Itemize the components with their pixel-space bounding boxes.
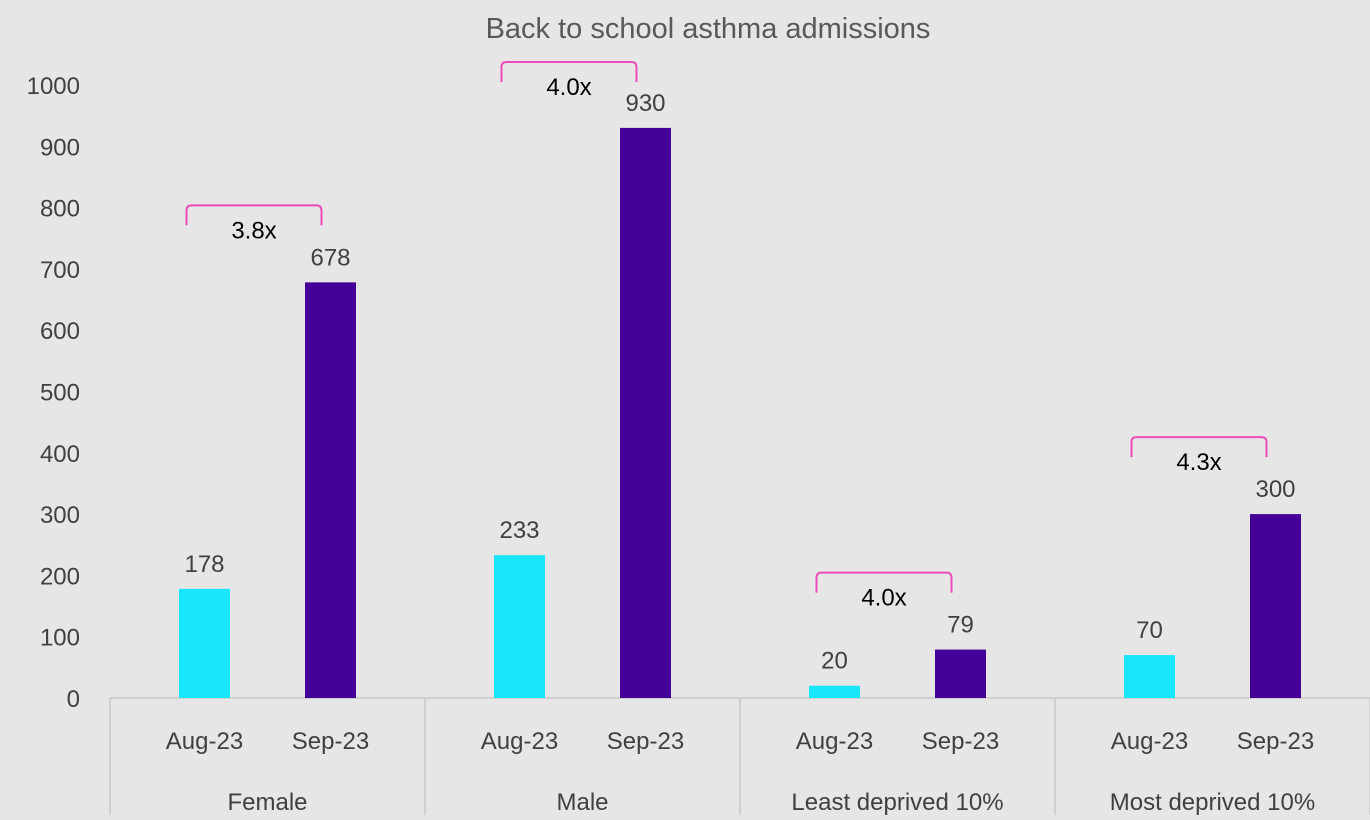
x-tick-label: Sep-23 [922,728,999,755]
y-tick-label: 700 [40,257,80,284]
y-tick-label: 900 [40,134,80,161]
bar [305,282,356,698]
y-tick-label: 400 [40,441,80,468]
data-label: 233 [499,517,539,544]
data-label: 79 [947,612,974,639]
data-label: 678 [310,244,350,271]
x-tick-label: Aug-23 [166,728,243,755]
y-tick-label: 0 [67,686,80,713]
y-tick-label: 1000 [27,73,80,100]
group-label: Female [227,789,307,815]
ratio-bracket [815,571,953,593]
data-label: 300 [1255,476,1295,503]
ratio-bracket [1130,436,1268,458]
y-tick-label: 300 [40,502,80,529]
ratio-label: 4.0x [546,74,591,101]
y-tick-label: 600 [40,318,80,345]
bar [620,127,671,698]
y-tick-label: 100 [40,625,80,652]
x-tick-label: Sep-23 [1237,728,1314,755]
y-tick-label: 800 [40,196,80,223]
x-tick-label: Aug-23 [481,728,558,755]
x-axis: Aug-23 Sep-23 Female Aug-23 Sep-23 Male Aug-23… [109,697,1370,816]
ratio-label: 3.8x [231,217,276,244]
bar [809,685,860,698]
x-tick-label: Aug-23 [796,728,873,755]
bar [1250,514,1301,698]
x-tick-label: Aug-23 [1111,728,1188,755]
ratio-bracket [185,204,323,226]
bar [935,649,986,698]
data-label: 70 [1136,617,1163,644]
data-label: 20 [821,648,848,675]
ratio-label: 4.0x [861,585,906,612]
y-tick-label: 200 [40,563,80,590]
group-label: Least deprived 10% [791,789,1003,815]
x-tick-label: Sep-23 [292,728,369,755]
ratio-annotations: 3.8x 4.0x 4.0x 4.3x [185,61,1268,612]
x-tick-label: Sep-23 [607,728,684,755]
data-label: 178 [184,551,224,578]
bar-series: 178 678 233 930 20 79 70 300 [179,90,1301,698]
bar [179,588,230,698]
bar [1124,655,1175,698]
data-label: 930 [625,90,665,117]
y-axis: 0 100 200 300 400 500 600 700 800 900 1000 [27,73,80,713]
ratio-bracket [500,61,638,82]
chart-title: Back to school asthma admissions [486,13,931,45]
group-label: Most deprived 10% [1110,789,1315,815]
y-tick-label: 500 [40,380,80,407]
bar [494,555,545,698]
group-label: Male [556,789,608,815]
ratio-label: 4.3x [1176,449,1221,476]
